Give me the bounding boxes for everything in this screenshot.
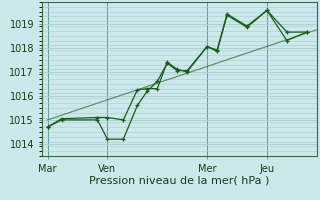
X-axis label: Pression niveau de la mer( hPa ): Pression niveau de la mer( hPa ) xyxy=(89,175,269,185)
